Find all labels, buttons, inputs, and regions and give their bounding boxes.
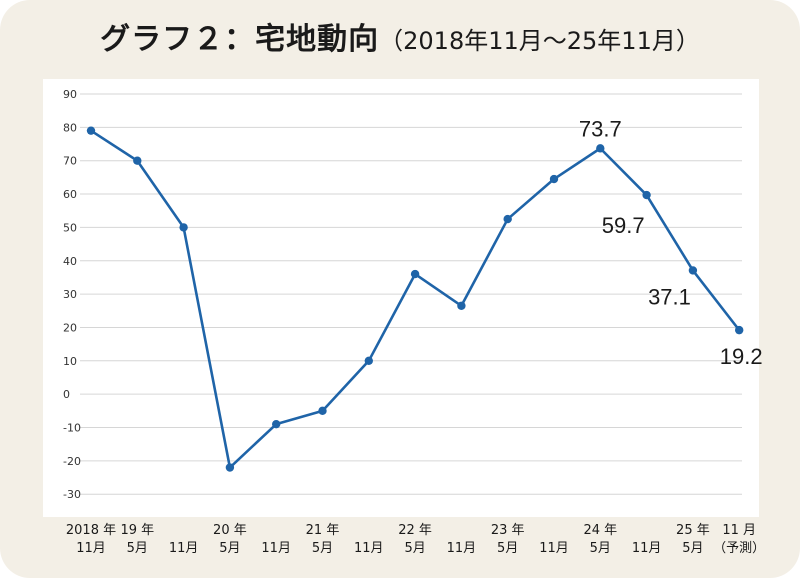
y-tick-label: -20 [63, 455, 81, 468]
y-tick-label: 30 [63, 288, 77, 301]
x-tick-label: 11月 [246, 522, 306, 558]
chart-title: グラフ２：宅地動向（2018年11月～25年11月） [0, 14, 800, 58]
data-point [735, 325, 744, 335]
x-tick-label: 22 年 5月 [385, 522, 445, 558]
x-tick-label: 25 年 5月 [663, 522, 723, 558]
x-tick-line: 5月 [404, 541, 426, 556]
x-tick-line: 11月 [354, 541, 384, 556]
x-tick-label: 11月 [524, 522, 584, 558]
y-tick-label: 20 [63, 321, 77, 334]
x-tick-label: 11月 [431, 522, 491, 558]
x-tick-line: 11月 [261, 541, 291, 556]
x-tick-line: 2018 年 [65, 523, 117, 538]
data-label: 19.2 [720, 344, 763, 369]
x-tick-label: 11月 [339, 522, 399, 558]
x-tick-line: 11月 [76, 541, 106, 556]
x-tick-label: 24 年 5月 [570, 522, 630, 558]
x-tick-label: 11月 [617, 522, 677, 558]
x-tick-line: 5月 [311, 541, 334, 556]
x-tick-label: 2018 年 11月 [61, 522, 121, 558]
data-point [688, 266, 698, 275]
y-tick-label: 40 [63, 255, 77, 268]
data-point [457, 301, 466, 310]
y-tick-label: 70 [63, 155, 77, 168]
data-point [549, 174, 559, 184]
data-label: 37.1 [648, 284, 691, 309]
y-tick-label: 0 [63, 388, 70, 401]
x-tick-line: 11 月 [722, 523, 757, 538]
y-tick-label: 80 [63, 121, 77, 134]
data-label: 59.7 [602, 213, 645, 238]
data-point [179, 223, 188, 232]
data-point [133, 156, 142, 165]
x-tick-line: 21 年 [305, 523, 340, 538]
data-point [318, 406, 327, 416]
chart-title-main: グラフ２：宅地動向 [100, 22, 380, 57]
x-tick-line: （予測） [713, 541, 766, 556]
x-tick-line: 5月 [589, 541, 611, 556]
x-tick-line: 25 年 [676, 523, 710, 538]
x-tick-line: 11月 [539, 541, 569, 556]
x-tick-line: 11月 [168, 541, 199, 556]
y-tick-label: 90 [63, 88, 77, 101]
x-tick-line: 24 年 [583, 523, 618, 538]
x-tick-line: 5月 [219, 541, 241, 556]
x-tick-line: 5月 [497, 541, 519, 556]
x-tick-line: 5月 [682, 541, 704, 556]
data-point [225, 463, 235, 472]
x-tick-line: 22 年 [398, 523, 432, 538]
y-tick-label: 60 [63, 188, 77, 201]
x-tick-label: 19 年 5月 [107, 522, 167, 558]
x-tick-label: 11 月 （予測） [709, 522, 769, 558]
y-tick-label: -10 [63, 422, 81, 435]
data-point [86, 126, 96, 135]
y-tick-label: -30 [63, 488, 81, 501]
data-label: 73.7 [579, 116, 622, 141]
data-point [272, 419, 281, 429]
y-tick-label: 10 [63, 355, 77, 368]
x-tick-line: 20 年 [213, 523, 247, 538]
x-tick-line: 23 年 [490, 523, 525, 538]
x-tick-line: 19 年 [120, 523, 155, 538]
y-tick-label: 50 [63, 221, 77, 234]
series-line [90, 129, 741, 469]
data-point [364, 356, 373, 365]
data-point [596, 144, 605, 153]
x-tick-label: 23 年 5月 [478, 522, 538, 558]
data-point [503, 214, 512, 224]
x-tick-line: 11月 [631, 541, 662, 556]
x-tick-label: 21 年 5月 [293, 522, 353, 558]
data-point [410, 269, 420, 279]
chart-title-sub: （2018年11月～25年11月） [379, 27, 700, 55]
x-tick-label: 11月 [154, 522, 214, 558]
x-tick-label: 20 年 5月 [200, 522, 260, 558]
data-point [642, 190, 651, 200]
x-tick-line: 11月 [446, 541, 477, 556]
x-tick-line: 5月 [126, 541, 148, 556]
